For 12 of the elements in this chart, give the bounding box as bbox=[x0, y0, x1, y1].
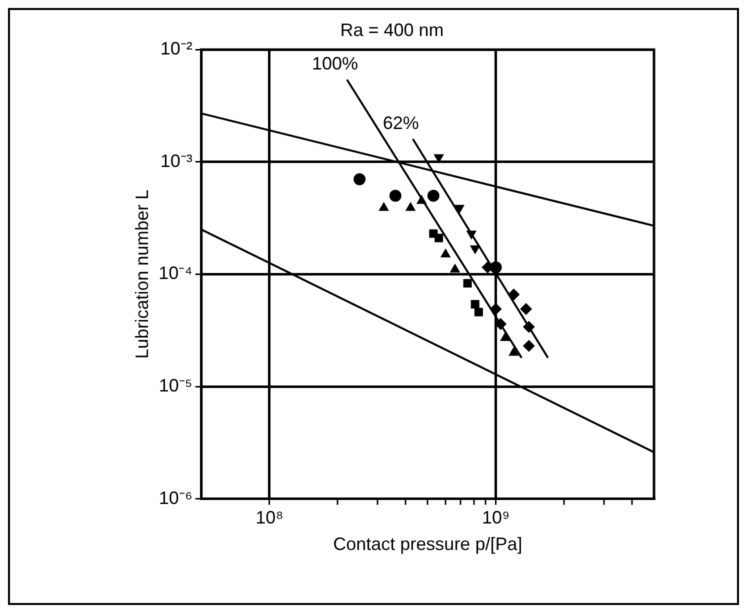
x-tick-label: 10⁸ bbox=[256, 508, 284, 528]
x-axis-title: Contact pressure p/[Pa] bbox=[333, 534, 522, 554]
y-tick-label: 10⁻² bbox=[160, 38, 192, 59]
y-tick-label: 10⁻³ bbox=[160, 150, 192, 171]
y-tick-label: 10⁻⁶ bbox=[158, 488, 192, 508]
y-tick-label: 10⁻⁴ bbox=[158, 263, 192, 284]
annotation: 62% bbox=[382, 112, 419, 133]
y-tick-label: 10⁻⁵ bbox=[158, 375, 192, 396]
x-tick-label: 10⁹ bbox=[482, 508, 510, 528]
chart-title: Ra = 400 nm bbox=[340, 20, 444, 40]
annotation: 100% bbox=[312, 54, 358, 74]
y-axis-title: Lubrication number L bbox=[132, 190, 152, 359]
